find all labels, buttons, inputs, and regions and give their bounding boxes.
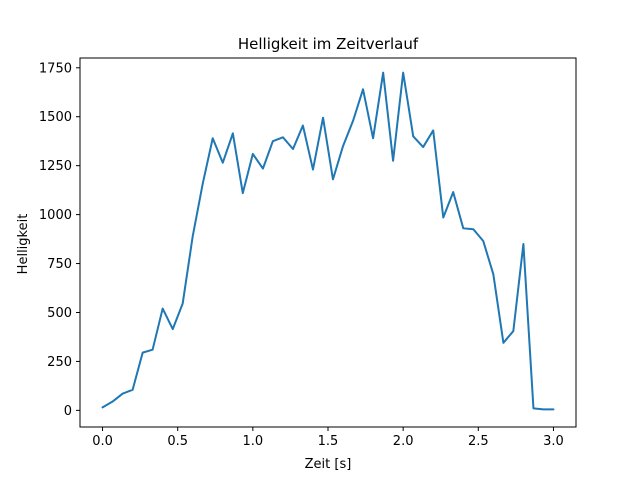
y-tick-label: 1250 — [39, 159, 72, 174]
x-tick-label: 3.0 — [543, 434, 564, 449]
plot-area — [79, 57, 577, 428]
y-tick-label: 1750 — [39, 61, 72, 76]
x-tick-label: 2.0 — [393, 434, 414, 449]
x-tick-label: 1.0 — [243, 434, 264, 449]
axes-frame — [79, 57, 577, 428]
y-axis-label: Helligkeit — [16, 214, 31, 275]
y-tick-label: 500 — [47, 306, 72, 321]
y-axis: 0 250 500 750 1000 1250 1500 1750 — [39, 61, 80, 419]
x-tick-label: 0.5 — [167, 434, 188, 449]
x-axis-label: Zeit [s] — [305, 457, 352, 472]
chart-title: Helligkeit im Zeitverlauf — [238, 35, 419, 53]
x-tick-label: 0.0 — [92, 434, 113, 449]
y-tick-label: 0 — [64, 404, 72, 419]
x-tick-label: 2.5 — [468, 434, 489, 449]
y-tick-label: 1500 — [39, 110, 72, 125]
x-tick-label: 1.5 — [318, 434, 339, 449]
y-tick-label: 250 — [47, 355, 72, 370]
y-tick-label: 1000 — [39, 208, 72, 223]
x-axis: 0.0 0.5 1.0 1.5 2.0 2.5 3.0 — [92, 427, 564, 449]
y-tick-label: 750 — [47, 257, 72, 272]
series-line-0 — [101, 71, 555, 411]
